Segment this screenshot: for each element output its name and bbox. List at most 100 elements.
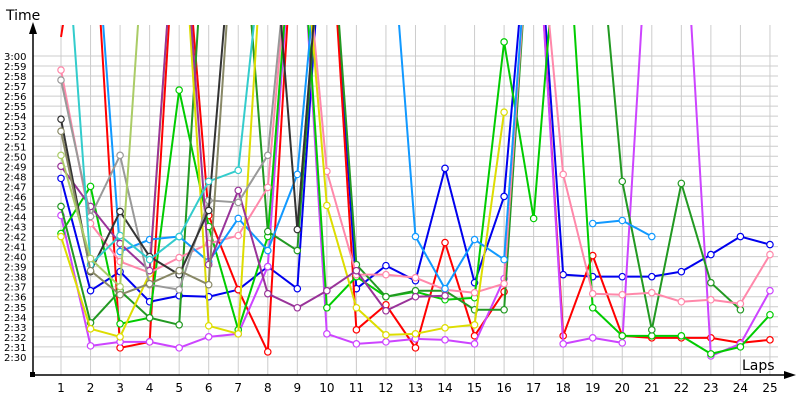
y-tick-label: 3:00 — [4, 52, 26, 63]
data-point — [766, 286, 774, 295]
series-khaki — [57, 25, 140, 291]
data-point — [293, 284, 302, 293]
data-point — [323, 201, 331, 210]
data-point — [263, 289, 272, 298]
x-tick-label: 9 — [293, 381, 301, 395]
data-point — [263, 151, 272, 160]
data-point — [441, 291, 449, 300]
x-tick-label: 14 — [437, 381, 452, 395]
data-point — [647, 272, 656, 281]
y-tick-label: 2:43 — [4, 223, 26, 234]
data-point — [411, 344, 420, 352]
data-point — [677, 297, 686, 306]
y-tick-label: 2:34 — [4, 313, 26, 324]
data-point — [352, 326, 361, 334]
data-point — [263, 246, 272, 255]
data-point — [293, 303, 302, 312]
data-point — [382, 338, 390, 346]
y-tick-label: 2:52 — [4, 132, 26, 143]
x-tick-label: 12 — [378, 381, 393, 395]
data-point — [588, 219, 597, 228]
data-point — [352, 303, 361, 312]
data-point — [263, 262, 272, 271]
data-point — [234, 166, 243, 175]
data-point — [411, 232, 420, 241]
data-point — [441, 324, 449, 332]
data-point — [57, 174, 65, 183]
data-point — [707, 295, 715, 304]
data-point — [86, 182, 95, 191]
data-point — [470, 235, 479, 244]
y-tick-label: 2:37 — [4, 283, 26, 294]
data-point — [618, 216, 627, 225]
data-point — [175, 344, 183, 352]
data-point — [234, 198, 243, 207]
y-tick-label: 2:31 — [4, 343, 26, 354]
y-tick-label: 2:42 — [4, 233, 26, 244]
data-point — [559, 170, 567, 179]
x-tick-label: 6 — [205, 381, 213, 395]
y-tick-label: 2:49 — [4, 162, 26, 173]
origin-marker — [30, 372, 35, 377]
series-line — [60, 25, 742, 331]
data-point — [86, 254, 95, 263]
data-point — [529, 214, 538, 223]
data-point — [323, 303, 331, 312]
series-line — [72, 25, 255, 266]
data-point — [234, 330, 243, 338]
data-point — [145, 338, 154, 346]
y-tick-label: 2:38 — [4, 273, 26, 284]
y-axis-arrow-icon — [29, 22, 37, 34]
data-point — [411, 292, 420, 301]
data-point — [175, 266, 183, 275]
data-point — [116, 333, 124, 341]
x-tick-label: 19 — [585, 381, 600, 395]
x-tick-label: 16 — [496, 381, 511, 395]
data-point — [263, 348, 272, 356]
data-point — [441, 284, 449, 293]
data-point — [57, 66, 65, 74]
data-point — [234, 231, 243, 240]
data-point — [204, 280, 213, 289]
x-tick-label: 1 — [57, 381, 65, 395]
data-point — [175, 232, 183, 241]
y-axis-ticks: 2:302:312:322:332:342:352:362:372:382:39… — [4, 52, 26, 364]
y-tick-label: 2:46 — [4, 192, 26, 203]
x-tick-label: 25 — [762, 381, 777, 395]
data-point — [500, 255, 508, 264]
series-violet — [57, 25, 774, 360]
data-point — [175, 86, 183, 94]
y-tick-label: 2:57 — [4, 82, 26, 93]
data-point — [588, 303, 597, 312]
data-point — [57, 115, 65, 123]
data-point — [234, 214, 243, 223]
data-point — [500, 192, 508, 201]
x-tick-label: 17 — [526, 381, 541, 395]
data-point — [500, 305, 508, 314]
y-tick-label: 2:48 — [4, 172, 26, 183]
data-point — [293, 225, 302, 234]
data-point — [647, 326, 656, 334]
data-point — [116, 290, 124, 299]
data-point — [293, 170, 302, 179]
data-point — [500, 38, 508, 46]
data-point — [263, 227, 272, 236]
data-point — [145, 255, 154, 264]
data-point — [57, 202, 65, 211]
y-tick-label: 2:53 — [4, 122, 26, 133]
x-tick-label: 5 — [175, 381, 183, 395]
data-point — [86, 266, 95, 275]
data-point — [352, 340, 361, 348]
data-point — [707, 350, 715, 358]
data-point — [411, 273, 420, 282]
y-tick-label: 2:39 — [4, 263, 26, 274]
data-point — [500, 108, 508, 116]
series-line — [60, 25, 506, 338]
y-tick-label: 2:47 — [4, 182, 26, 193]
y-tick-label: 2:44 — [4, 212, 26, 223]
data-point — [647, 232, 656, 241]
y-tick-label: 2:30 — [4, 353, 26, 364]
series-line — [60, 25, 282, 291]
data-point — [175, 253, 183, 262]
y-tick-label: 2:59 — [4, 62, 26, 73]
